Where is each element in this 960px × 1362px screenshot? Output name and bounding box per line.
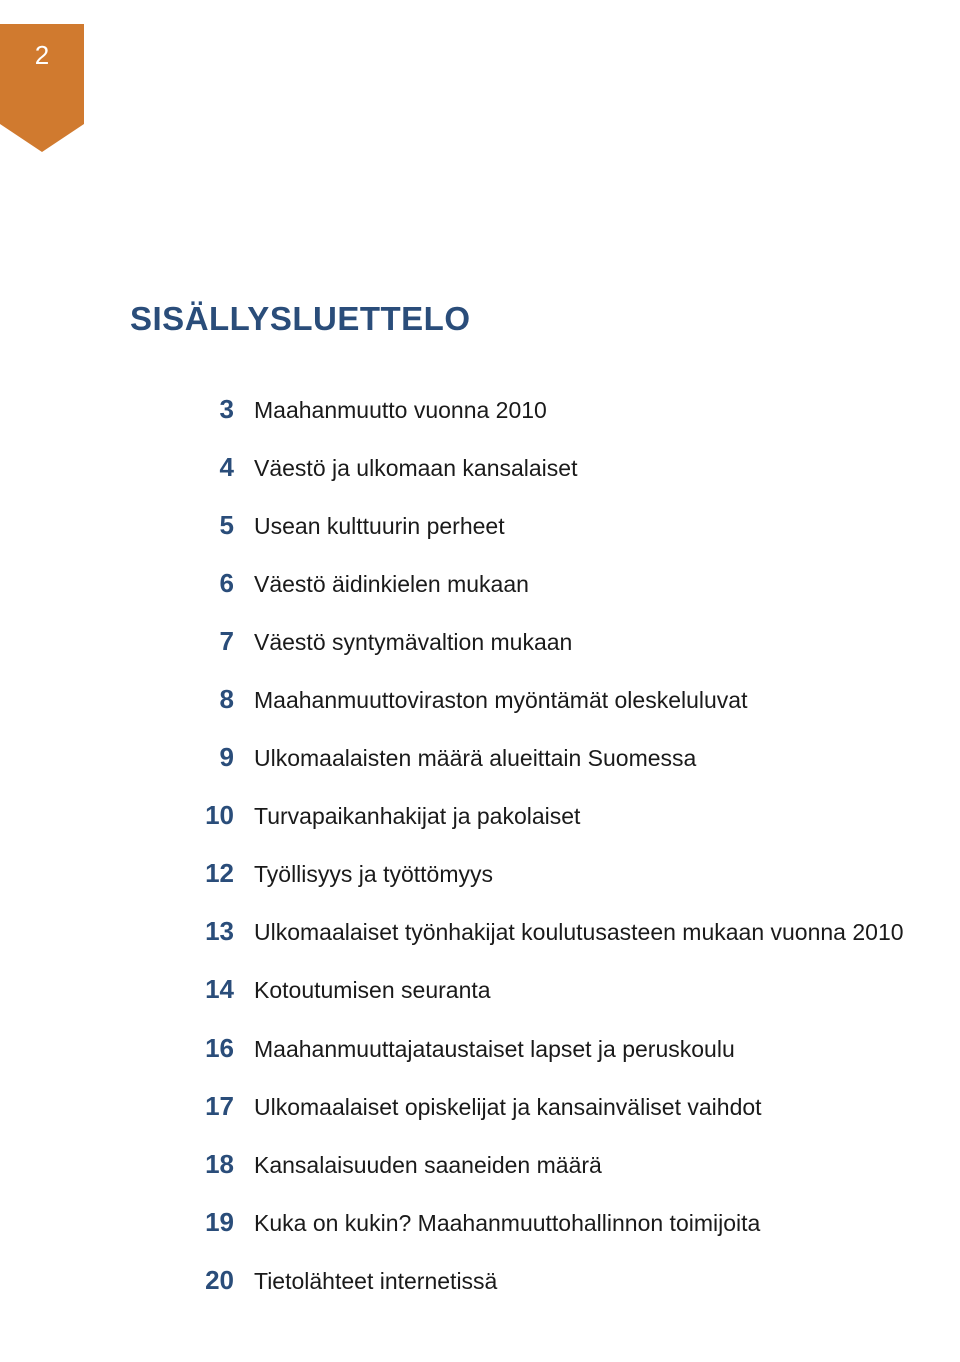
- toc-entry-number: 17: [176, 1091, 234, 1122]
- toc-entry-number: 18: [176, 1149, 234, 1180]
- toc-heading: SISÄLLYSLUETTELO: [130, 300, 960, 338]
- toc-entry-number: 6: [176, 568, 234, 599]
- toc-entry-number: 16: [176, 1033, 234, 1064]
- toc-entry-number: 14: [176, 974, 234, 1005]
- toc-entry-title: Väestö ja ulkomaan kansalaiset: [254, 453, 577, 484]
- toc-entry-number: 20: [176, 1265, 234, 1296]
- toc-entry-title: Väestö äidinkielen mukaan: [254, 569, 529, 600]
- toc-entry-title: Väestö syntymävaltion mukaan: [254, 627, 572, 658]
- toc-entry-number: 10: [176, 800, 234, 831]
- toc-entry: 5 Usean kulttuurin perheet: [176, 510, 960, 542]
- toc-entry-number: 7: [176, 626, 234, 657]
- toc-entry: 19 Kuka on kukin? Maahanmuuttohallinnon t…: [176, 1207, 960, 1239]
- toc-entry-number: 5: [176, 510, 234, 541]
- toc-entry-title: Maahanmuuttajataustaiset lapset ja perus…: [254, 1034, 735, 1065]
- toc-entry-title: Työllisyys ja työttömyys: [254, 859, 493, 890]
- toc-entry-title: Kansalaisuuden saaneiden määrä: [254, 1150, 602, 1181]
- page-number: 2: [0, 40, 84, 71]
- toc-entry-number: 9: [176, 742, 234, 773]
- toc-container: SISÄLLYSLUETTELO 3 Maahanmuutto vuonna 20…: [130, 300, 960, 1323]
- toc-entry-title: Maahanmuuttoviraston myöntämät oleskelul…: [254, 685, 747, 716]
- toc-entry-title: Ulkomaalaisten määrä alueittain Suomessa: [254, 743, 696, 774]
- toc-entry: 17 Ulkomaalaiset opiskelijat ja kansainvä…: [176, 1091, 960, 1123]
- toc-entry-title: Ulkomaalaiset opiskelijat ja kansainväli…: [254, 1092, 762, 1123]
- toc-entry: 13 Ulkomaalaiset työnhakijat koulutusaste…: [176, 916, 960, 948]
- toc-entry: 4 Väestö ja ulkomaan kansalaiset: [176, 452, 960, 484]
- toc-entry-title: Kuka on kukin? Maahanmuuttohallinnon toi…: [254, 1208, 760, 1239]
- toc-entry: 8 Maahanmuuttoviraston myöntämät oleskelu…: [176, 684, 960, 716]
- toc-entry-number: 12: [176, 858, 234, 889]
- toc-entry: 3 Maahanmuutto vuonna 2010: [176, 394, 960, 426]
- toc-entry-title: Kotoutumisen seuranta: [254, 975, 491, 1006]
- toc-entry: 6 Väestö äidinkielen mukaan: [176, 568, 960, 600]
- toc-entry: 18 Kansalaisuuden saaneiden määrä: [176, 1149, 960, 1181]
- toc-entry-number: 8: [176, 684, 234, 715]
- toc-entry: 12 Työllisyys ja työttömyys: [176, 858, 960, 890]
- toc-entry-number: 13: [176, 916, 234, 947]
- toc-entry: 16 Maahanmuuttajataustaiset lapset ja per…: [176, 1033, 960, 1065]
- toc-entry: 9 Ulkomaalaisten määrä alueittain Suomess…: [176, 742, 960, 774]
- toc-entry-number: 19: [176, 1207, 234, 1238]
- toc-entry-title: Usean kulttuurin perheet: [254, 511, 505, 542]
- toc-entry-title: Maahanmuutto vuonna 2010: [254, 395, 547, 426]
- toc-entry: 10 Turvapaikanhakijat ja pakolaiset: [176, 800, 960, 832]
- toc-entry-number: 3: [176, 394, 234, 425]
- toc-entry-title: Tietolähteet internetissä: [254, 1266, 497, 1297]
- page-number-badge: 2: [0, 24, 84, 124]
- toc-entry-title: Ulkomaalaiset työnhakijat koulutusasteen…: [254, 917, 904, 948]
- toc-entry-number: 4: [176, 452, 234, 483]
- toc-entry-title: Turvapaikanhakijat ja pakolaiset: [254, 801, 580, 832]
- toc-entry: 14 Kotoutumisen seuranta: [176, 974, 960, 1006]
- toc-list: 3 Maahanmuutto vuonna 2010 4 Väestö ja ulko…: [130, 394, 960, 1297]
- toc-entry: 7 Väestö syntymävaltion mukaan: [176, 626, 960, 658]
- toc-entry: 20 Tietolähteet internetissä: [176, 1265, 960, 1297]
